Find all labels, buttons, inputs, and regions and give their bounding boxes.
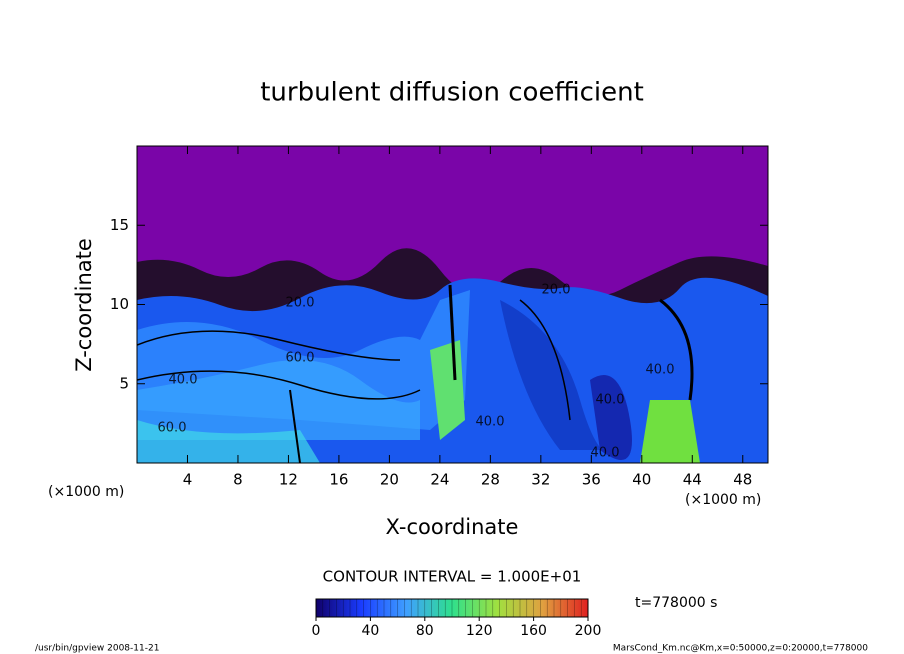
x-tick-label: 36 — [582, 471, 601, 489]
x-tick-label: 32 — [531, 471, 550, 489]
contour-field — [137, 146, 768, 463]
y-tick-label: 10 — [110, 295, 129, 313]
x-tick-label: 20 — [380, 471, 399, 489]
contour-label: 40.0 — [591, 446, 620, 461]
colorbar-tick-label: 160 — [520, 623, 547, 639]
x-tick-label: 48 — [733, 471, 752, 489]
x-unit-label: (×1000 m) — [48, 484, 124, 500]
y-axis-label: Z-coordinate — [72, 238, 96, 372]
contour-label: 40.0 — [596, 393, 625, 408]
chart-title: turbulent diffusion coefficient — [260, 78, 644, 108]
contour-label: 40.0 — [646, 363, 675, 378]
contour-label: 60.0 — [286, 351, 315, 366]
colorbar-tick-label: 200 — [575, 623, 602, 639]
x-tick-label: 24 — [430, 471, 449, 489]
x-tick-label: 8 — [233, 471, 243, 489]
y-tick-label: 5 — [119, 374, 129, 392]
contour-label: 40.0 — [476, 415, 505, 430]
x-tick-label: 44 — [683, 471, 702, 489]
contour-label: 60.0 — [158, 421, 187, 436]
contour-interval: CONTOUR INTERVAL = 1.000E+01 — [323, 568, 582, 586]
contour-label: 20.0 — [286, 296, 315, 311]
colorbar-tick-label: 40 — [361, 623, 379, 639]
x-tick-label: 28 — [481, 471, 500, 489]
contour-label: 40.0 — [169, 373, 198, 388]
x-tick-label: 4 — [183, 471, 193, 489]
footer-left: /usr/bin/gpview 2008-11-21 — [35, 644, 159, 654]
y-tick-label: 15 — [110, 216, 129, 234]
colorbar-tick-label: 120 — [466, 623, 493, 639]
x-tick-label: 16 — [329, 471, 348, 489]
x-axis-label: X-coordinate — [386, 515, 519, 539]
x-unit-label: (×1000 m) — [685, 492, 761, 508]
colorbar-tick-label: 80 — [416, 623, 434, 639]
colorbar-tick-label: 0 — [312, 623, 321, 639]
x-tick-label: 40 — [632, 471, 651, 489]
time-label: t=778000 s — [635, 595, 717, 611]
footer-right: MarsCond_Km.nc@Km,x=0:50000,z=0:20000,t=… — [613, 644, 868, 654]
contour-label: 20.0 — [542, 283, 571, 298]
x-tick-label: 12 — [279, 471, 298, 489]
